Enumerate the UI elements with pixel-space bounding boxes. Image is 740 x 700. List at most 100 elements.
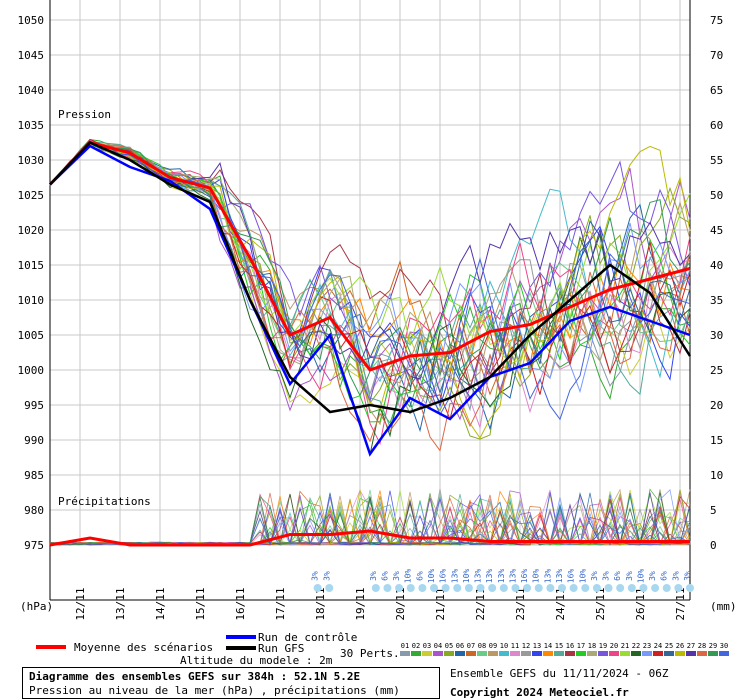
perturbation-count: 30 Perts. [340,647,400,660]
snow-marker [639,584,648,592]
y-left-tick-label: 1030 [18,154,45,167]
perturbation-line-09 [49,139,691,426]
perturbation-line-11 [49,139,691,430]
perturbation-line-26 [49,145,691,439]
snow-probability-label: 10% [427,569,436,584]
snow-probability-label: 16% [439,569,448,584]
x-date-label: 24/11 [554,587,567,620]
y-left-tick-label: 1005 [18,329,45,342]
snow-probability-label: 13% [474,569,483,584]
y-left-tick-label: 1020 [18,224,45,237]
perturbation-id-05: 05 [445,642,453,650]
perturbation-id-22: 22 [632,642,640,650]
snow-marker [371,584,380,592]
y-right-tick-label: 75 [710,14,723,27]
y-left-tick-label: 980 [24,504,44,517]
perturbation-swatch-06 [455,651,465,656]
y-left-tick-label: 1015 [18,259,45,272]
perturbation-id-26: 26 [676,642,684,650]
chart-subtitle: Pression au niveau de la mer (hPa) , pré… [29,684,400,697]
perturbation-swatch-23 [642,651,652,656]
perturbation-id-08: 08 [478,642,486,650]
snow-marker [581,584,590,592]
snow-probability-label: 3% [683,571,692,581]
legend-control-label: Run de contrôle [258,631,358,644]
snow-marker [569,584,578,592]
x-date-label: 22/11 [474,587,487,620]
perturbation-swatch-22 [631,651,641,656]
y-right-unit: (mm) [710,600,737,613]
perturbation-swatch-26 [675,651,685,656]
perturbation-swatch-14 [543,651,553,656]
y-left-tick-label: 1035 [18,119,45,132]
snow-probability-label: 16% [567,569,576,584]
perturbation-swatch-21 [620,651,630,656]
series-line-2 [49,141,692,414]
perturbation-swatch-16 [565,651,575,656]
perturbation-id-11: 11 [511,642,519,650]
perturbation-swatch-10 [499,651,509,656]
snow-probability-label: 3% [369,571,378,581]
perturbation-id-03: 03 [423,642,431,650]
perturbation-id-01: 01 [401,642,409,650]
y-left-tick-label: 1000 [18,364,45,377]
y-right-tick-label: 50 [710,189,723,202]
perturbation-id-30: 30 [720,642,728,650]
snow-probability-label: 16% [520,569,529,584]
y-right-tick-label: 45 [710,224,723,237]
snow-probability-label: 13% [543,569,552,584]
perturbation-id-19: 19 [599,642,607,650]
snow-marker [499,584,508,592]
snow-marker [430,584,438,592]
snow-marker [558,584,566,592]
snow-probability-label: 10% [404,569,413,584]
chart-title: Diagramme des ensembles GEFS sur 384h : … [29,670,361,683]
perturbation-swatch-25 [664,651,674,656]
snow-probability-label: 3% [311,571,320,581]
snow-probability-label: 3% [602,571,611,581]
y-left-tick-label: 1040 [18,84,45,97]
perturbation-line-27 [49,142,691,380]
snow-marker [383,584,392,592]
altitude-note: Altitude du modele : 2m [180,654,333,667]
perturbation-line-16 [49,142,691,392]
y-left-tick-label: 975 [24,539,44,552]
snow-probability-label: 3% [322,571,331,581]
perturbation-id-10: 10 [500,642,508,650]
snow-probability-label: 3% [392,571,401,581]
legend-gfs-label: Run GFS [258,642,305,655]
snow-probability-label: 3% [648,571,657,581]
snow-marker [546,584,555,592]
snow-probability-label: 6% [613,571,622,581]
x-date-label: 13/11 [114,587,127,620]
y-right-tick-label: 40 [710,259,723,272]
snow-probability-label: 13% [497,569,506,584]
perturbation-id-28: 28 [698,642,706,650]
snow-probability-label: 3% [625,571,634,581]
snow-probability-label: 13% [508,569,517,584]
perturbation-id-16: 16 [566,642,574,650]
x-date-label: 15/11 [194,587,207,620]
perturbation-id-13: 13 [533,642,541,650]
snow-marker [418,584,427,592]
snow-marker [604,584,613,592]
perturbation-id-20: 20 [610,642,618,650]
y-right-tick-label: 20 [710,399,723,412]
snow-marker [488,584,497,592]
snow-marker [476,584,485,592]
y-left-tick-label: 1045 [18,49,45,62]
y-right-tick-label: 65 [710,84,723,97]
y-left-unit: (hPa) [20,600,53,613]
perturbation-id-14: 14 [544,642,552,650]
y-left-tick-label: 990 [24,434,44,447]
precip-panel-label: Précipitations [58,495,151,508]
perturbation-line-30 [49,145,691,421]
perturbation-id-15: 15 [555,642,563,650]
snow-probability-label: 3% [671,571,680,581]
snow-marker [616,584,625,592]
perturbation-id-02: 02 [412,642,420,650]
snow-probability-label: 10% [462,569,471,584]
x-date-label: 21/11 [434,587,447,620]
snow-probability-label: 3% [590,571,599,581]
perturbation-swatch-19 [598,651,608,656]
